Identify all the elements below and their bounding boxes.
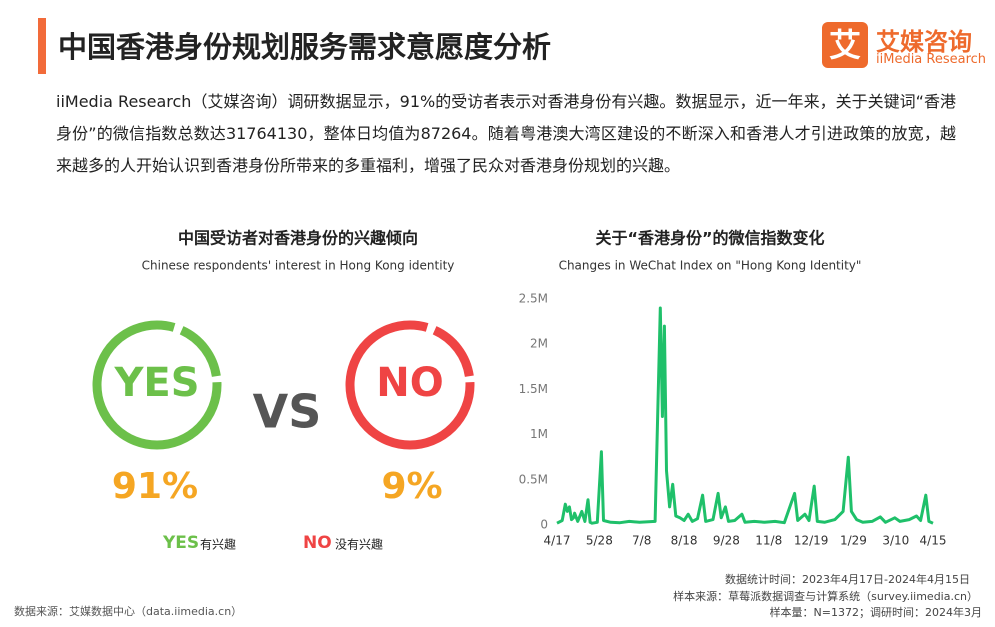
footer-period: 数据统计时间：2023年4月17日-2024年4月15日	[725, 572, 970, 586]
x-tick-label: 4/15	[920, 534, 947, 548]
x-tick-label: 4/17	[544, 534, 571, 548]
footer-sample-source: 样本来源：草莓派数据调查与计算系统（survey.iimedia.cn）	[673, 589, 978, 603]
yes-percent: 91%	[112, 466, 198, 507]
yes-badge: YES	[113, 360, 199, 406]
footer-source: 数据来源：艾媒数据中心（data.iimedia.cn）	[14, 604, 242, 618]
x-tick-label: 5/28	[586, 534, 613, 548]
logo-icon: 艾	[822, 22, 868, 68]
y-tick-label: 2M	[530, 337, 548, 351]
y-tick-label: 1M	[530, 427, 548, 441]
x-tick-label: 9/28	[713, 534, 740, 548]
legend-yes-text: 有兴趣	[200, 537, 236, 552]
x-tick-label: 1/29	[840, 534, 867, 548]
y-tick-label: 0.5M	[519, 472, 548, 486]
x-tick-label: 3/10	[882, 534, 909, 548]
footer-sample-size: 样本量：N=1372；调研时间：2024年3月	[770, 605, 982, 619]
left-title: 中国受访者对香港身份的兴趣倾向	[178, 229, 418, 248]
no-ring	[345, 320, 475, 450]
logo-sub: iiMedia Research	[876, 52, 987, 67]
legend-no-text: 没有兴趣	[335, 537, 383, 552]
y-tick-label: 2.5M	[519, 292, 548, 306]
no-badge: NO	[376, 360, 443, 406]
x-tick-label: 11/8	[755, 534, 782, 548]
legend-yes-key: YES	[162, 533, 199, 553]
title-bar	[38, 18, 46, 74]
page-title: 中国香港身份规划服务需求意愿度分析	[58, 30, 552, 64]
yes-ring	[92, 320, 222, 450]
line	[556, 306, 934, 525]
paragraph: iiMedia Research（艾媒咨询）调研数据显示，91%的受访者表示对香…	[56, 92, 956, 175]
vs: VS	[253, 385, 322, 439]
logo-name: 艾媒咨询	[876, 28, 972, 56]
no-percent: 9%	[381, 466, 442, 507]
x-tick-label: 8/18	[671, 534, 698, 548]
x-tick-label: 7/8	[632, 534, 651, 548]
y-tick-label: 0	[540, 518, 548, 532]
x-tick-label: 12/19	[794, 534, 829, 548]
left-subtitle: Chinese respondents' interest in Hong Ko…	[142, 259, 455, 273]
chart-subtitle: Changes in WeChat Index on "Hong Kong Id…	[559, 259, 862, 273]
legend-no-key: NO	[303, 533, 332, 553]
chart-title: 关于“香港身份”的微信指数变化	[595, 229, 824, 248]
y-tick-label: 1.5M	[519, 382, 548, 396]
